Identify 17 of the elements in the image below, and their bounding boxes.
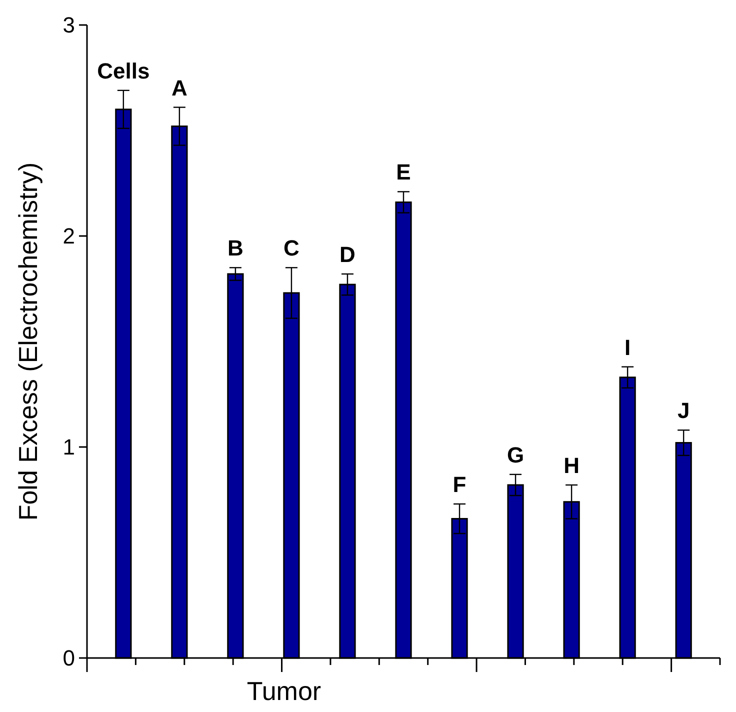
- x-axis-title: Tumor: [246, 676, 322, 706]
- x-tick-label: H: [564, 452, 580, 478]
- x-tick-label: E: [396, 160, 411, 185]
- y-tick-label: 3: [62, 12, 75, 38]
- x-tick-label: C: [284, 236, 300, 261]
- y-tick-label: 1: [62, 434, 75, 460]
- x-tick-label: I: [624, 334, 631, 360]
- y-axis-title: Fold Excess (Electrochemistry): [13, 162, 43, 521]
- x-tick-label: D: [340, 242, 356, 267]
- y-tick-label: 2: [62, 224, 75, 249]
- x-tick-label: A: [171, 75, 188, 100]
- x-tick-label: J: [677, 398, 690, 424]
- x-tick-label: B: [228, 236, 244, 261]
- x-tick-label: G: [506, 442, 524, 468]
- x-tick-label: Cells: [97, 58, 150, 84]
- y-tick-label: 0: [62, 646, 75, 671]
- x-tick-label: F: [452, 472, 466, 497]
